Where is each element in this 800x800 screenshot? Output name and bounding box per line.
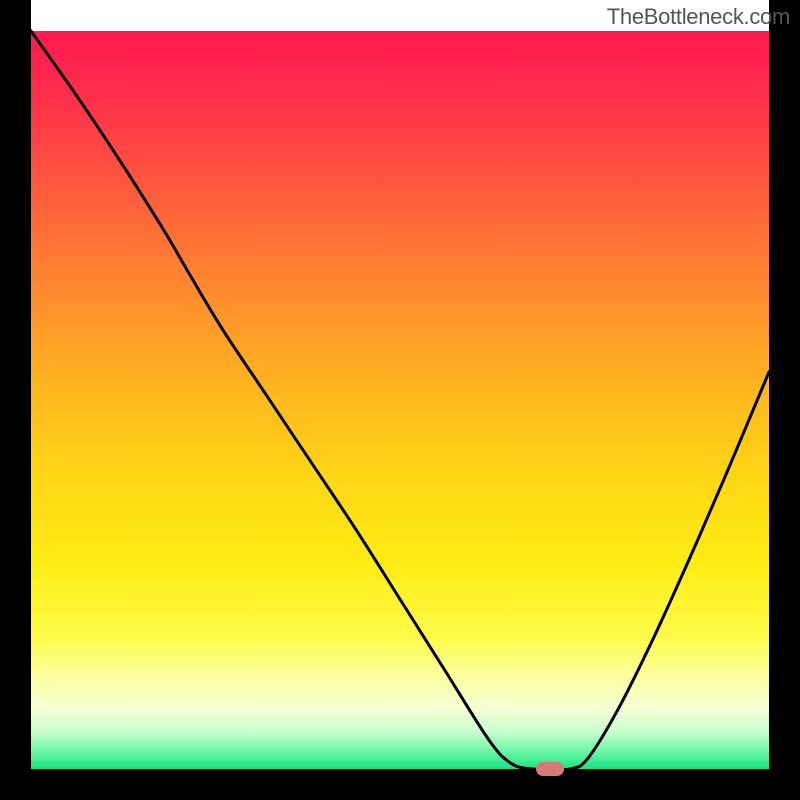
source-caption: TheBottleneck.com: [607, 4, 790, 30]
bottleneck-curve: [0, 0, 800, 800]
optimal-point-marker: [536, 762, 564, 776]
